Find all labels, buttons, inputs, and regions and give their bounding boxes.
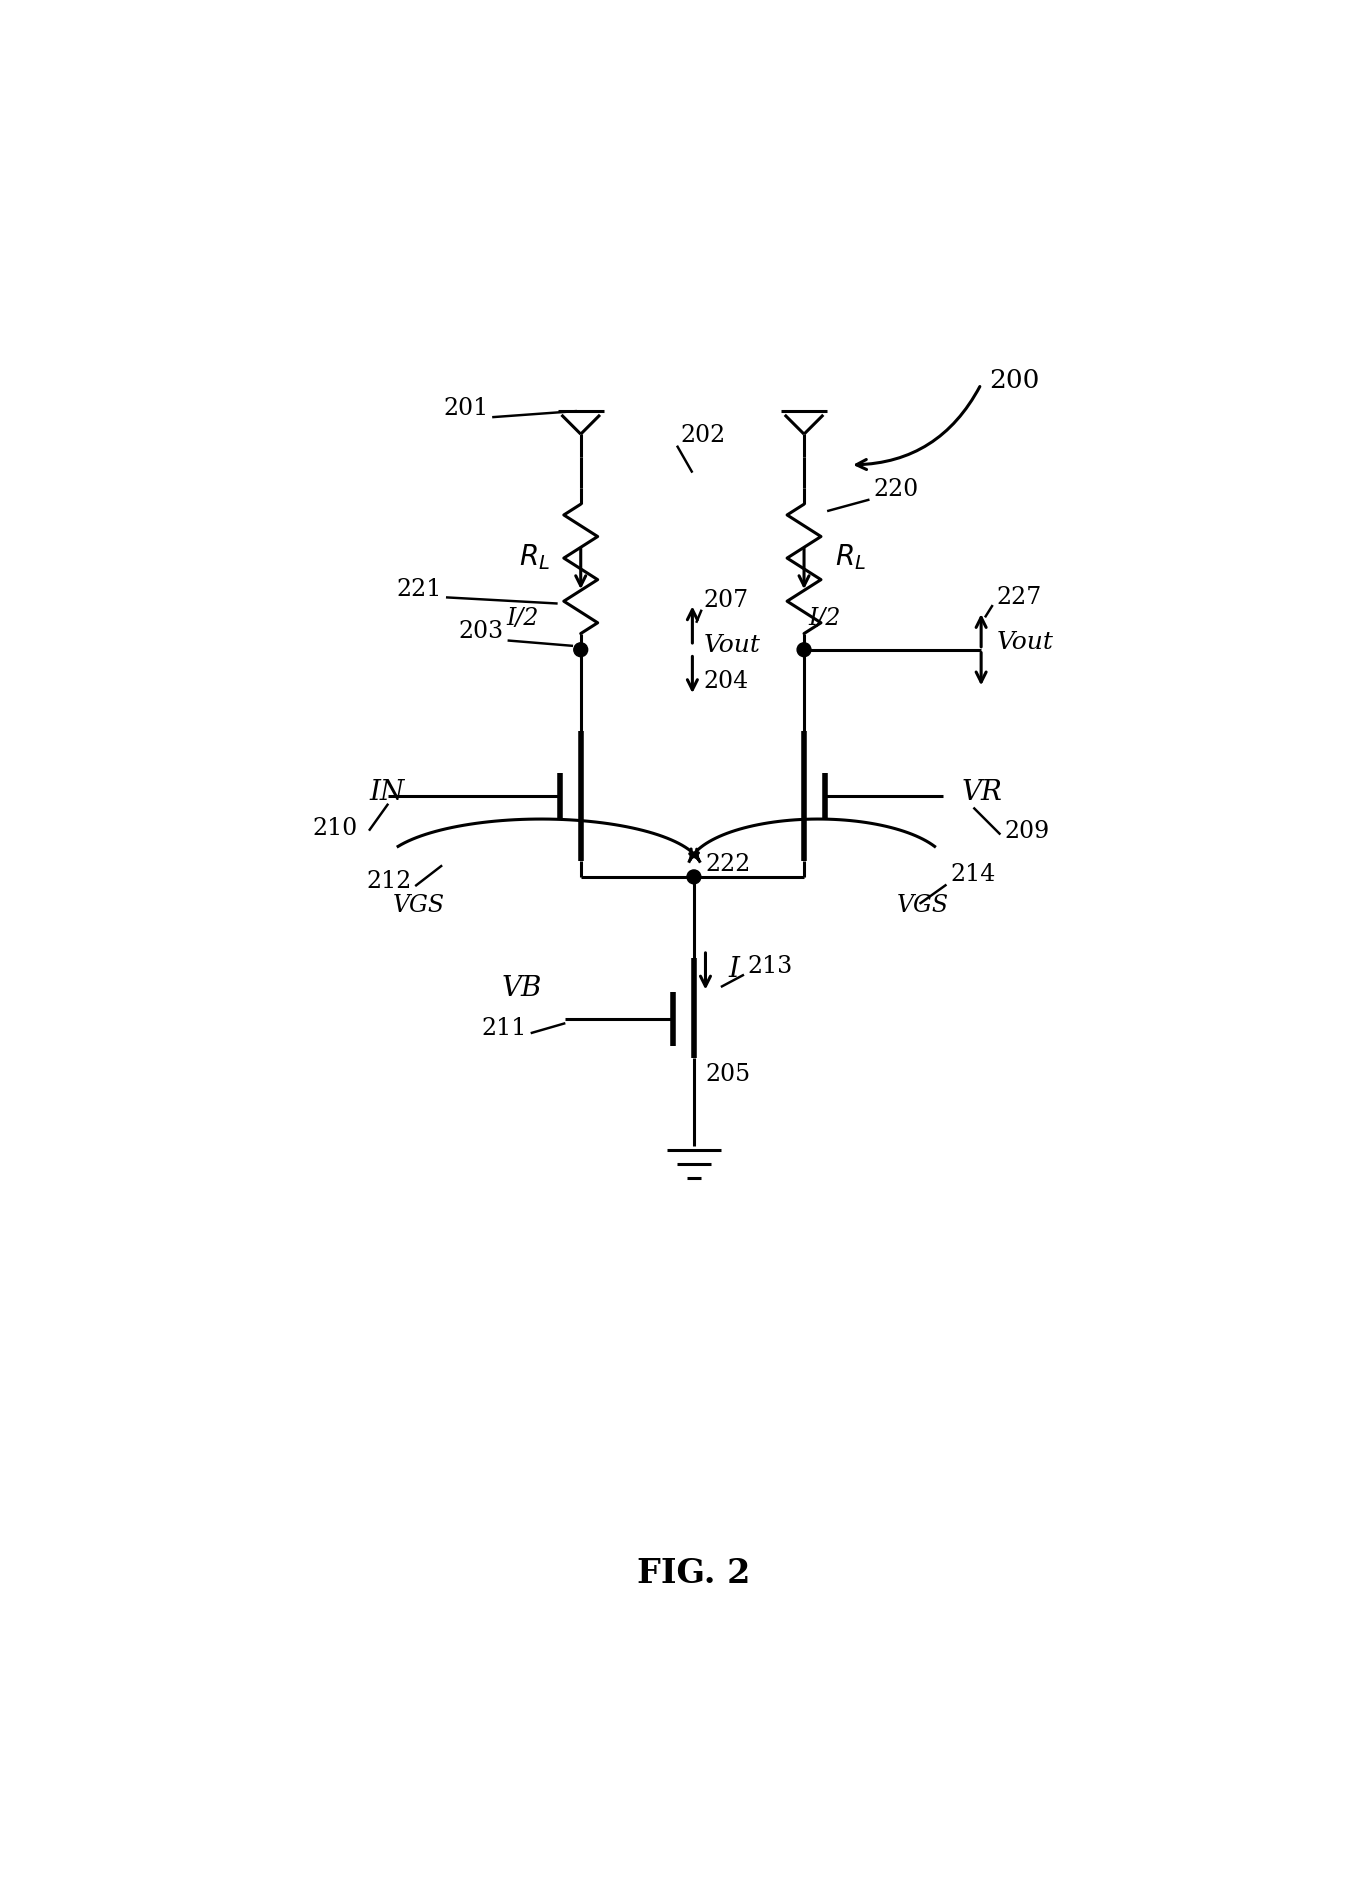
Text: 213: 213 [747,955,793,977]
Text: 211: 211 [482,1017,527,1040]
Text: VGS: VGS [896,894,948,917]
Text: VGS: VGS [393,894,445,917]
Text: I: I [728,957,739,983]
Text: 210: 210 [313,816,357,839]
Text: $R_L$: $R_L$ [519,543,550,571]
Text: VR: VR [961,778,1003,805]
Circle shape [686,869,701,884]
Text: 221: 221 [397,577,443,602]
Circle shape [574,643,588,657]
Text: IN: IN [370,778,405,805]
Text: 202: 202 [681,423,726,446]
Text: 212: 212 [366,871,412,894]
Circle shape [798,643,811,657]
Text: 209: 209 [1005,820,1049,843]
Text: 220: 220 [873,478,918,501]
Text: Vout: Vout [704,634,761,657]
Text: 205: 205 [705,1063,750,1086]
Text: 200: 200 [988,368,1040,393]
Text: 207: 207 [704,590,749,613]
Text: $R_L$: $R_L$ [835,543,865,571]
Text: 204: 204 [704,670,749,693]
Text: I/2: I/2 [808,607,841,630]
Text: Vout: Vout [997,630,1053,653]
Text: 214: 214 [951,864,995,886]
Text: 222: 222 [705,852,751,875]
Text: 203: 203 [459,621,504,643]
Text: 227: 227 [997,585,1041,609]
Text: 201: 201 [443,397,489,419]
Text: VB: VB [502,976,542,1002]
Text: I/2: I/2 [506,607,539,630]
Text: FIG. 2: FIG. 2 [638,1556,750,1591]
